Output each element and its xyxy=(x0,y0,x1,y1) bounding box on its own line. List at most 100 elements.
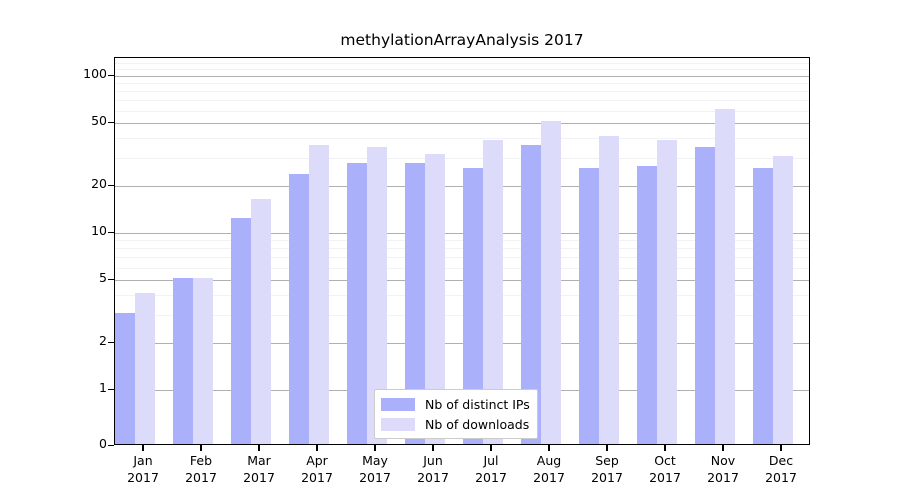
bar-aug-distinct-ips xyxy=(521,145,541,444)
x-axis-tick-label: Apr 2017 xyxy=(282,453,352,487)
gridline-major xyxy=(115,123,809,125)
x-tick-year: 2017 xyxy=(359,469,391,485)
x-axis-tick-mark xyxy=(780,445,782,451)
y-axis-tick-mark xyxy=(108,445,114,447)
bars-layer xyxy=(115,58,809,444)
gridline-minor xyxy=(115,63,809,65)
x-tick-year: 2017 xyxy=(649,469,681,485)
x-tick-year: 2017 xyxy=(185,469,217,485)
bar-nov-downloads xyxy=(715,108,735,444)
x-tick-year: 2017 xyxy=(475,469,507,485)
x-axis-tick-mark xyxy=(316,445,318,451)
y-axis-tick-label: 10 xyxy=(91,222,107,238)
bar-nov-distinct-ips xyxy=(695,147,715,444)
bar-jun-downloads xyxy=(425,153,445,444)
gridline-minor xyxy=(115,157,809,159)
x-axis-tick-label: Dec 2017 xyxy=(746,453,816,487)
x-tick-month: Feb xyxy=(189,453,213,468)
y-axis-tick-label: 100 xyxy=(83,65,107,81)
bar-jul-distinct-ips xyxy=(463,168,483,444)
bar-sep-distinct-ips xyxy=(579,168,599,444)
y-axis-tick-label: 2 xyxy=(99,332,107,348)
y-axis-tick-mark xyxy=(108,388,114,390)
y-axis-tick-mark xyxy=(108,122,114,124)
x-axis-tick-mark xyxy=(548,445,550,451)
bar-mar-distinct-ips xyxy=(231,218,251,444)
x-tick-month: Nov xyxy=(710,453,736,468)
y-axis-tick-mark xyxy=(108,279,114,281)
legend-item: Nb of downloads xyxy=(381,414,530,434)
x-axis-tick-mark xyxy=(490,445,492,451)
x-axis-tick-label: Nov 2017 xyxy=(688,453,758,487)
gridline-minor xyxy=(115,69,809,71)
gridline-minor xyxy=(115,83,809,85)
gridline-minor xyxy=(115,295,809,297)
x-tick-year: 2017 xyxy=(243,469,275,485)
y-axis-tick-label: 20 xyxy=(91,175,107,191)
bar-may-downloads xyxy=(367,147,387,444)
x-axis-tick-mark xyxy=(258,445,260,451)
x-tick-year: 2017 xyxy=(533,469,565,485)
y-axis-tick-mark xyxy=(108,74,114,77)
x-axis-tick-label: Oct 2017 xyxy=(630,453,700,487)
bar-apr-downloads xyxy=(309,145,329,444)
x-axis-tick-label: Sep 2017 xyxy=(572,453,642,487)
gridline-minor xyxy=(115,257,809,259)
x-axis-tick-mark xyxy=(432,445,434,451)
x-tick-month: Oct xyxy=(654,453,676,468)
x-axis-tick-label: Aug 2017 xyxy=(514,453,584,487)
gridline-major xyxy=(115,232,809,234)
x-axis-tick-label: Jul 2017 xyxy=(456,453,526,487)
x-axis-tick-mark xyxy=(200,445,202,451)
bar-sep-downloads xyxy=(599,136,619,444)
x-tick-month: Mar xyxy=(247,453,271,468)
gridline-minor xyxy=(115,314,809,316)
bar-mar-downloads xyxy=(251,198,271,444)
legend-item: Nb of distinct IPs xyxy=(381,394,530,414)
gridline-major xyxy=(115,185,809,187)
x-axis-tick-mark xyxy=(142,445,144,451)
gridline-minor xyxy=(115,100,809,102)
x-axis-tick-mark xyxy=(606,445,608,451)
x-axis-tick-label: Mar 2017 xyxy=(224,453,294,487)
legend-swatch-icon xyxy=(381,397,415,411)
gridline-minor xyxy=(115,239,809,241)
plot-area xyxy=(114,57,810,445)
bar-jul-downloads xyxy=(483,139,503,444)
x-axis-tick-mark xyxy=(664,445,666,451)
bar-may-distinct-ips xyxy=(347,163,367,444)
x-axis-tick-mark xyxy=(722,445,724,451)
legend-swatch-icon xyxy=(381,417,415,431)
x-tick-month: Dec xyxy=(768,453,794,468)
x-tick-year: 2017 xyxy=(417,469,449,485)
x-tick-year: 2017 xyxy=(765,469,797,485)
x-tick-month: May xyxy=(362,453,388,468)
x-tick-month: Jun xyxy=(423,453,443,468)
bar-dec-distinct-ips xyxy=(753,168,773,444)
gridline-minor xyxy=(115,91,809,93)
y-axis-tick-mark xyxy=(108,231,114,233)
x-tick-year: 2017 xyxy=(591,469,623,485)
x-tick-year: 2017 xyxy=(127,469,159,485)
y-axis-tick-label: 0 xyxy=(99,436,107,451)
x-axis-tick-label: Jun 2017 xyxy=(398,453,468,487)
legend-label: Nb of downloads xyxy=(425,416,530,432)
chart-legend: Nb of distinct IPs Nb of downloads xyxy=(374,389,538,439)
x-axis-tick-label: Jan 2017 xyxy=(108,453,178,487)
bar-jan-distinct-ips xyxy=(115,312,135,444)
x-tick-month: Sep xyxy=(595,453,619,468)
bar-dec-downloads xyxy=(773,155,793,444)
y-axis-tick-mark xyxy=(108,184,114,186)
gridline-minor xyxy=(115,248,809,250)
chart-title: methylationArrayAnalysis 2017 xyxy=(340,31,584,49)
y-axis-tick-label: 5 xyxy=(99,270,107,286)
x-axis-tick-label: Feb 2017 xyxy=(166,453,236,487)
gridline-major xyxy=(115,342,809,344)
x-tick-month: Jul xyxy=(483,453,499,468)
x-tick-year: 2017 xyxy=(707,469,739,485)
gridline-major xyxy=(115,75,809,77)
legend-label: Nb of distinct IPs xyxy=(425,396,530,412)
x-tick-year: 2017 xyxy=(301,469,333,485)
x-tick-month: Jan xyxy=(133,453,153,468)
